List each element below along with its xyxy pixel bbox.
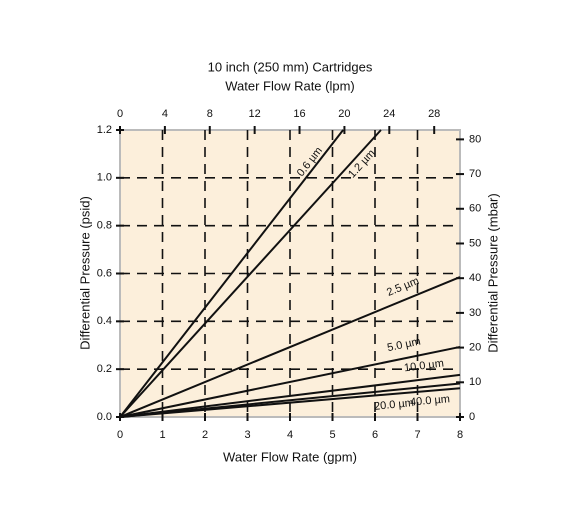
x-tick-label: 0 <box>117 429 123 441</box>
y-tick-label: 0.2 <box>97 363 112 375</box>
series-line <box>119 387 461 418</box>
y2-tick-label: 20 <box>469 341 481 353</box>
y-tick-label: 0.6 <box>97 267 112 279</box>
y-tick-label: 0.8 <box>97 220 112 232</box>
y2-tick-label: 60 <box>469 203 481 215</box>
y2-tick-label: 50 <box>469 237 481 249</box>
y2-tick-label: 70 <box>469 168 481 180</box>
y-tick-label: 0.4 <box>97 315 112 327</box>
x2-tick-label: 12 <box>249 108 261 120</box>
series-label: 40.0 µm <box>410 393 451 408</box>
y2-tick-label: 10 <box>469 376 481 388</box>
series-line <box>119 129 382 418</box>
series-line <box>119 345 461 418</box>
y-tick-label: 0.0 <box>97 411 112 423</box>
x2-tick-label: 0 <box>117 108 123 120</box>
series-label: 10.0 µm <box>403 357 444 374</box>
x-axis-label: Water Flow Rate (gpm) <box>223 449 357 464</box>
x-tick-label: 5 <box>329 429 335 441</box>
x2-axis-label: Water Flow Rate (lpm) <box>225 78 355 93</box>
y-tick-label: 1.2 <box>97 124 112 136</box>
y-axis-label: Differential Pressure (psid) <box>77 196 92 350</box>
series-line <box>119 129 344 418</box>
series-line <box>119 373 461 418</box>
y2-axis-label: Differential Pressure (mbar) <box>485 193 500 352</box>
x-tick-label: 4 <box>287 429 293 441</box>
chart-title: 10 inch (250 mm) Cartridges <box>208 59 373 74</box>
x-tick-label: 7 <box>414 429 420 441</box>
x-tick-label: 2 <box>202 429 208 441</box>
series-line <box>119 276 461 418</box>
x-tick-label: 8 <box>457 429 463 441</box>
y2-tick-label: 0 <box>469 411 475 423</box>
x2-tick-label: 16 <box>293 108 305 120</box>
x-tick-label: 1 <box>159 429 165 441</box>
x-tick-label: 6 <box>372 429 378 441</box>
x2-tick-label: 28 <box>428 108 440 120</box>
x2-tick-label: 20 <box>338 108 350 120</box>
y2-tick-label: 40 <box>469 272 481 284</box>
x-tick-label: 3 <box>244 429 250 441</box>
y2-tick-label: 30 <box>469 307 481 319</box>
y2-tick-label: 80 <box>469 133 481 145</box>
y-tick-label: 1.0 <box>97 172 112 184</box>
x2-tick-label: 4 <box>162 108 168 120</box>
x2-tick-label: 24 <box>383 108 395 120</box>
x2-tick-label: 8 <box>207 108 213 120</box>
series-label: 20.0 µm <box>374 397 415 413</box>
